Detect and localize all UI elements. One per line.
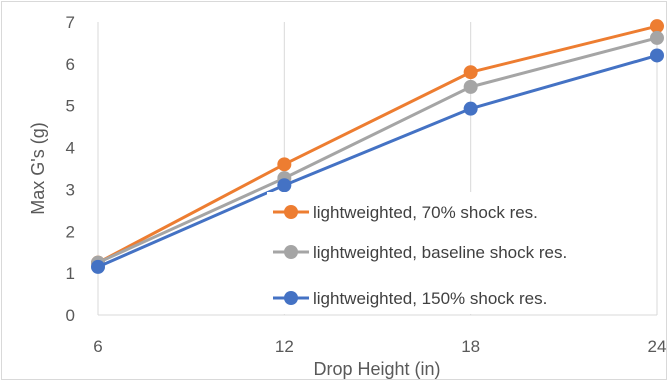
- series-line: [97, 36, 658, 265]
- legend-item: lightweighted, 70% shock res.: [273, 203, 538, 222]
- y-tick-label: 4: [66, 139, 75, 158]
- data-point: [277, 178, 292, 193]
- series-3: [91, 48, 664, 274]
- legend-background: [267, 192, 647, 314]
- data-point: [277, 157, 292, 172]
- legend-label: lightweighted, 150% shock res.: [313, 289, 547, 308]
- data-point: [91, 259, 105, 274]
- y-tick-label: 2: [66, 222, 75, 241]
- y-tick-label: 0: [66, 306, 75, 325]
- y-tick-label: 6: [66, 55, 75, 74]
- series-line: [97, 24, 658, 265]
- series-line: [97, 54, 658, 269]
- x-tick-label: 18: [461, 337, 480, 356]
- y-tick-label: 5: [66, 97, 75, 116]
- y-tick-label: 3: [66, 180, 75, 199]
- legend: lightweighted, 70% shock res. lightweight…: [267, 192, 647, 314]
- data-point: [650, 30, 664, 45]
- legend-item: lightweighted, baseline shock res.: [273, 243, 567, 262]
- legend-swatch-marker: [284, 205, 298, 219]
- data-point: [463, 65, 478, 80]
- legend-label: lightweighted, baseline shock res.: [313, 243, 567, 262]
- legend-item: lightweighted, 150% shock res.: [273, 289, 547, 308]
- data-point: [650, 48, 664, 63]
- x-tick-label: 24: [648, 337, 667, 356]
- x-tick-label: 6: [93, 337, 102, 356]
- data-point: [463, 79, 478, 94]
- series-group: [91, 19, 664, 274]
- x-tick-label: 12: [275, 337, 294, 356]
- legend-swatch-marker: [284, 291, 298, 305]
- y-tick-label: 7: [66, 13, 75, 32]
- data-point: [650, 19, 664, 34]
- y-axis-title: Max G's (g): [28, 122, 48, 214]
- y-axis-ticks: 0 1 2 3 4 5 6 7: [66, 13, 75, 325]
- x-axis-title: Drop Height (in): [313, 359, 440, 379]
- legend-swatch-marker: [284, 245, 298, 259]
- x-axis-ticks: 6 12 18 24: [93, 337, 666, 356]
- y-tick-label: 1: [66, 264, 75, 283]
- legend-label: lightweighted, 70% shock res.: [313, 203, 538, 222]
- data-point: [463, 101, 478, 116]
